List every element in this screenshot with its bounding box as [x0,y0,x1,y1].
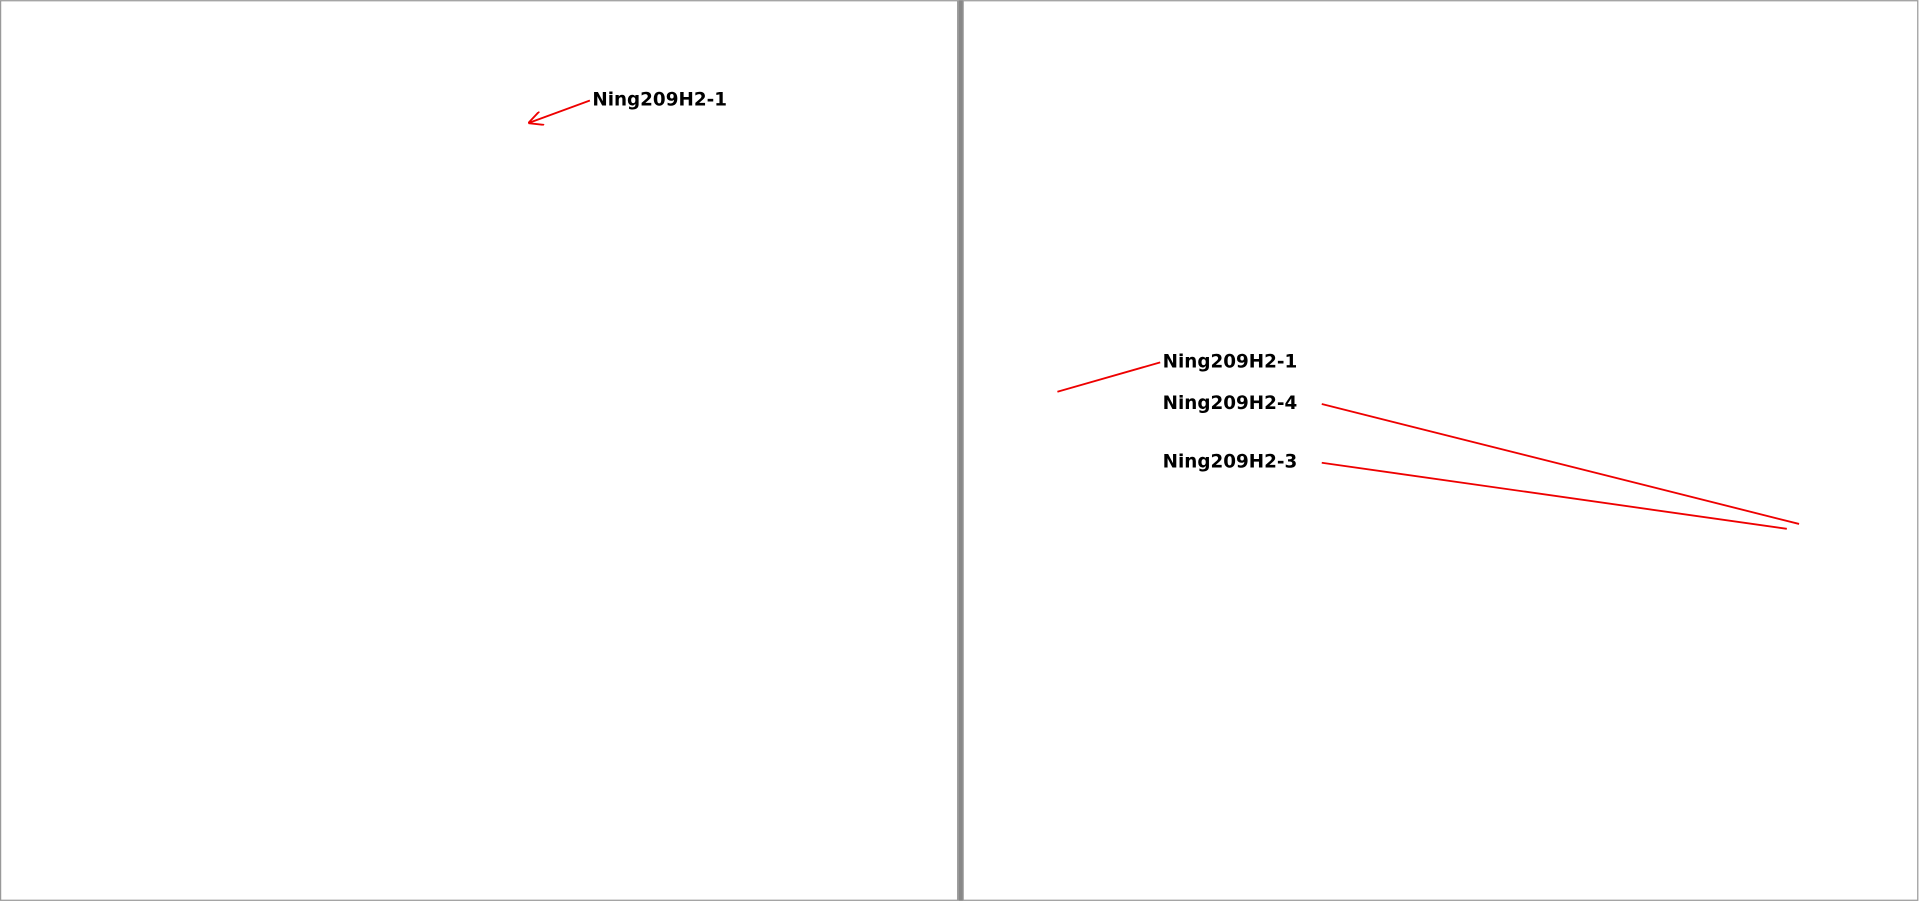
annotation: Ning209H2-1 [1163,351,1298,372]
annotation: Ning209H2-4 [1163,393,1298,414]
divider [958,0,964,901]
annotation-line [1321,403,1800,525]
annotation-line [1321,461,1787,530]
annotation-arrow [530,99,591,122]
annotations: Ning209H2-1 [530,89,727,122]
annotations: Ning209H2-1 Ning209H2-4 Ning209H2-3 [1057,351,1800,530]
panel-border [962,0,1919,901]
annotation: Ning209H2-1 [592,89,727,110]
annotation: Ning209H2-3 [1163,452,1298,473]
annotation-line [1057,361,1161,393]
panel-border [0,0,959,901]
